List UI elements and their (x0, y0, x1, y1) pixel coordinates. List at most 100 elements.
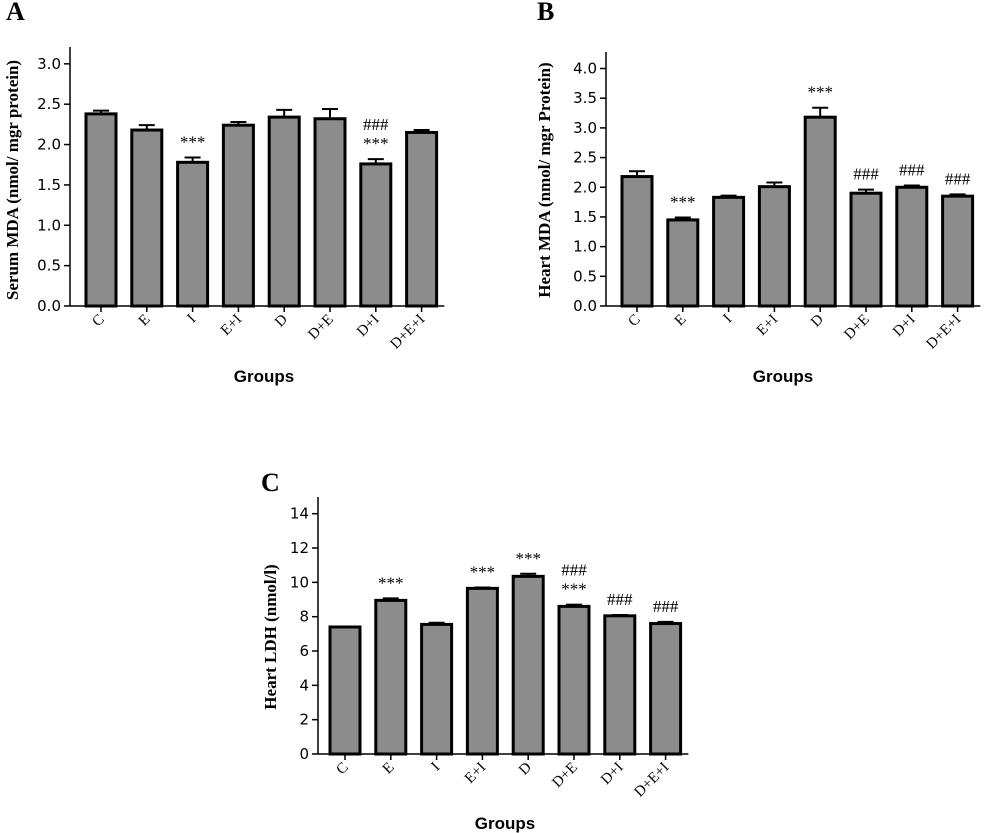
panel-c-category-label: D (516, 759, 535, 778)
panel-a-x-axis-label: Groups (234, 367, 294, 386)
panel-a-bar (130, 128, 164, 308)
panel-a-bar (84, 112, 118, 308)
panel-b-bar (620, 175, 654, 308)
panel-b-y-tick-label: 2.0 (573, 178, 597, 196)
panel-c-bar (328, 625, 362, 756)
panel-b-category-label: E+I (754, 312, 781, 339)
panel-a-bar (267, 115, 301, 308)
panel-b-significance-mark: *** (807, 83, 833, 102)
panel-b: B Heart MDA (nmol/ mgr Protein) Groups 0… (535, 0, 981, 386)
panel-c-letter: C (261, 468, 280, 497)
panel-a-bar (176, 160, 210, 308)
panel-b-category-label: D+I (890, 312, 918, 340)
panel-c-significance-mark: ### (653, 597, 679, 616)
panel-c-category-label: C (333, 760, 351, 778)
panel-c-bar (420, 622, 454, 756)
panel-c-bar (557, 604, 591, 756)
panel-b-bar (712, 195, 746, 308)
panel-b-significance-mark: *** (670, 193, 696, 212)
panel-c-category-label: E+I (462, 760, 489, 787)
panel-c-y-tick-label: 14 (290, 505, 309, 523)
panel-c-category-label: D+E (549, 760, 580, 791)
panel-a-category-label: D+I (354, 312, 382, 340)
panel-b-y-tick-label: 1.5 (573, 208, 597, 226)
panel-c-category-label: D+I (598, 760, 626, 788)
panel-b-category-label: I (721, 312, 736, 327)
panel-a-bar (359, 162, 393, 308)
panel-c-bar (603, 614, 637, 756)
panel-b-bar (941, 194, 975, 308)
panel-a-category-label: C (89, 312, 107, 330)
panel-a-bar (221, 123, 255, 308)
panel-c-bar (374, 598, 408, 756)
panel-a-y-tick-label: 2.0 (37, 136, 61, 154)
panel-b-plot: 0.0 0.5 1.0 1.5 2.0 2.5 3.0 3.5 4.0 C E *** I E+I D ***… (573, 52, 981, 353)
panel-a-bar (405, 130, 439, 308)
panel-b-category-label: D+E (841, 312, 872, 343)
panel-c-y-tick-label: 4 (299, 676, 309, 694)
panel-a-y-tick-label: 1.0 (37, 216, 61, 234)
panel-c-y-axis-label: Heart LDH (nmol/l) (261, 564, 280, 709)
panel-c-significance-mark: ### (607, 590, 633, 609)
panel-a: A Serum MDA (nmol/ mgr protein) Groups 0… (3, 0, 445, 386)
panel-c-significance-mark: *** (515, 549, 541, 568)
panel-c-y-tick-label: 6 (299, 642, 309, 660)
panel-a-y-tick-label: 0.5 (37, 257, 61, 275)
panel-b-y-tick-label: 4.0 (573, 60, 597, 78)
panel-a-plot: 0.0 0.5 1.0 1.5 2.0 2.5 3.0 C E I *** E+I D D+E D+I ***… (37, 47, 445, 353)
panel-c-y-tick-label: 8 (299, 608, 309, 626)
panel-b-y-tick-label: 0.0 (573, 297, 597, 315)
panel-a-category-label: D+E+I (387, 312, 428, 353)
panel-c-bar (649, 622, 683, 756)
panel-c-category-label: I (429, 760, 444, 775)
panel-b-significance-mark: ### (945, 169, 971, 188)
panel-a-category-label: D+E (305, 312, 336, 343)
panel-b-significance-mark: ### (899, 160, 925, 179)
panel-a-y-tick-label: 1.5 (37, 176, 61, 194)
panel-b-bar (895, 185, 929, 308)
panel-c-bar (465, 586, 499, 756)
panel-c-category-label: D+E+I (631, 760, 672, 801)
panel-a-y-axis-label: Serum MDA (nmol/ mgr protein) (3, 60, 22, 300)
panel-c-significance-mark: ### (561, 561, 587, 580)
panel-a-significance-mark: *** (363, 134, 389, 153)
panel-c: C Heart LDH (nmol/l) Groups 0 2 4 6 8 10 12 14 C… (261, 468, 689, 833)
panel-a-significance-mark: ### (363, 115, 389, 134)
panel-b-y-axis-label: Heart MDA (nmol/ mgr Protein) (535, 62, 554, 297)
panel-b-category-label: D (808, 311, 827, 330)
panel-c-significance-mark: *** (470, 563, 496, 582)
panel-b-y-tick-label: 1.0 (573, 238, 597, 256)
panel-b-y-tick-label: 2.5 (573, 149, 597, 167)
panel-b-category-label: C (625, 312, 643, 330)
panel-b-bar (849, 191, 883, 308)
panel-b-y-tick-label: 3.5 (573, 89, 597, 107)
panel-b-y-tick-label: 3.0 (573, 119, 597, 137)
panel-a-category-label: D (272, 311, 291, 330)
panel-c-significance-mark: *** (561, 580, 587, 599)
panel-b-bar (757, 185, 791, 308)
panel-c-significance-mark: *** (378, 573, 404, 592)
panel-b-category-label: D+E+I (923, 312, 964, 353)
panel-a-y-tick-label: 2.5 (37, 95, 61, 113)
panel-c-y-tick-label: 0 (299, 745, 309, 763)
panel-a-y-tick-label: 0.0 (37, 297, 61, 315)
panel-c-y-tick-label: 2 (299, 711, 309, 729)
panel-b-y-tick-label: 0.5 (573, 267, 597, 285)
panel-c-y-tick-label: 10 (290, 573, 309, 591)
panel-a-y-tick-label: 3.0 (37, 55, 61, 73)
panel-b-category-label: E (672, 312, 690, 330)
panel-b-bar (803, 115, 837, 308)
panel-a-significance-mark: *** (180, 132, 206, 151)
panel-c-y-tick-label: 12 (290, 539, 309, 557)
panel-b-significance-mark: ### (853, 165, 879, 184)
panel-a-category-label: E+I (218, 312, 245, 339)
panel-b-letter: B (537, 0, 554, 26)
panel-b-bar (666, 218, 700, 308)
panel-c-category-label: E (380, 760, 398, 778)
panel-a-letter: A (6, 0, 25, 26)
panel-a-category-label: E (136, 312, 154, 330)
panel-c-bar (511, 574, 545, 756)
panel-a-bar (313, 117, 347, 308)
